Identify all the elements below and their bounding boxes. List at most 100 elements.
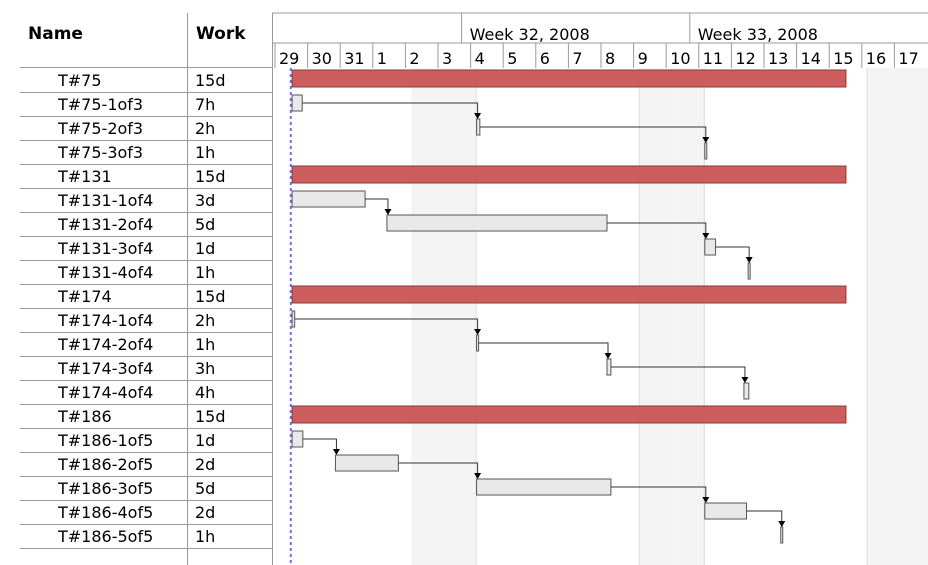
task-bar [334, 454, 399, 472]
summary-bar [291, 165, 847, 184]
task-work: 1d [195, 431, 216, 450]
row-divider [20, 356, 272, 357]
task-work: 2d [195, 455, 216, 474]
day-label: 11 [702, 49, 724, 68]
task-name: T#186-5of5 [58, 527, 154, 546]
dependency-line [302, 438, 337, 450]
dependency-line [302, 102, 479, 114]
task-work: 5d [195, 479, 216, 498]
task-name: T#174-1of4 [58, 311, 154, 330]
task-bar [780, 526, 784, 544]
weekend-shade [867, 68, 901, 565]
row-divider [20, 260, 272, 261]
dependency-line [478, 342, 609, 354]
dependency-arrowhead [702, 137, 710, 143]
task-bar [704, 502, 748, 520]
task-name: T#186-1of5 [58, 431, 154, 450]
row-divider [20, 524, 272, 525]
task-work: 3d [195, 191, 216, 210]
task-name: T#174 [58, 287, 112, 306]
day-label: 7 [572, 49, 583, 68]
day-label: 14 [800, 49, 821, 68]
task-bar [291, 94, 303, 112]
column-separator [187, 13, 188, 565]
task-bar [476, 118, 481, 136]
row-divider [20, 380, 272, 381]
row-divider [20, 140, 272, 141]
dependency-line [610, 486, 707, 498]
dependency-line [607, 222, 707, 234]
task-bar [291, 310, 296, 328]
task-work: 2h [195, 119, 216, 138]
task-name: T#174-4of4 [58, 383, 154, 402]
row-divider [20, 188, 272, 189]
day-label: 8 [605, 49, 616, 68]
task-name: T#186-3of5 [58, 479, 154, 498]
task-work: 1d [195, 239, 216, 258]
dependency-arrowhead [604, 353, 612, 359]
day-label: 10 [670, 49, 691, 68]
work-column-header[interactable]: Work [196, 24, 246, 44]
summary-bar [291, 405, 847, 424]
day-label: 3 [442, 49, 453, 68]
task-bar [291, 430, 304, 448]
row-divider [20, 452, 272, 453]
task-bar [704, 142, 708, 160]
task-work: 5d [195, 215, 216, 234]
day-label: 15 [833, 49, 854, 68]
name-column-header[interactable]: Name [28, 24, 83, 44]
task-name: T#75-2of3 [58, 119, 144, 138]
task-name: T#186-2of5 [58, 455, 154, 474]
day-label: 16 [865, 49, 887, 68]
task-name: T#131-1of4 [58, 191, 154, 210]
task-name: T#174-2of4 [58, 335, 154, 354]
task-work: 15d [195, 71, 226, 90]
weekend-shade [444, 68, 477, 565]
row-divider [20, 92, 272, 93]
task-name: T#131-3of4 [58, 239, 154, 258]
dependency-arrowhead [778, 521, 786, 527]
row-divider [20, 500, 272, 501]
row-divider [20, 116, 272, 117]
day-label: 2 [409, 49, 420, 68]
day-label: 4 [474, 49, 485, 68]
weekend-shade [672, 68, 705, 565]
dependency-line [365, 198, 389, 210]
task-name: T#186-4of5 [58, 503, 154, 522]
task-bar [291, 190, 366, 208]
task-work: 1h [195, 263, 216, 282]
summary-bar [291, 69, 847, 88]
task-bar [476, 478, 612, 496]
row-divider [20, 212, 272, 213]
dependency-arrowhead [745, 257, 753, 263]
row-divider [20, 548, 272, 549]
dependency-arrowhead [702, 497, 710, 503]
task-bar [476, 334, 480, 352]
dependency-line [479, 126, 707, 138]
task-bar [386, 214, 608, 232]
task-name: T#174-3of4 [58, 359, 154, 378]
task-work: 1h [195, 143, 216, 162]
header-divider [20, 67, 272, 68]
dependency-line [294, 318, 479, 330]
weekend-shade [639, 68, 673, 565]
task-work: 4h [195, 383, 216, 402]
day-label: 17 [898, 49, 919, 68]
dependency-line [398, 462, 479, 474]
dependency-arrowhead [474, 473, 482, 479]
task-work: 15d [195, 407, 226, 426]
task-work: 2d [195, 503, 216, 522]
dependency-line [715, 246, 750, 258]
task-bar [606, 358, 612, 376]
task-name: T#186 [58, 407, 112, 426]
dependency-line [746, 510, 783, 522]
task-work: 7h [195, 95, 216, 114]
day-label: 13 [768, 49, 789, 68]
weekend-shade [411, 68, 444, 565]
day-label: 12 [735, 49, 756, 68]
dependency-arrowhead [474, 329, 482, 335]
task-work: 15d [195, 167, 226, 186]
week-label: Week 32, 2008 [469, 25, 590, 44]
day-label: 29 [279, 49, 300, 68]
